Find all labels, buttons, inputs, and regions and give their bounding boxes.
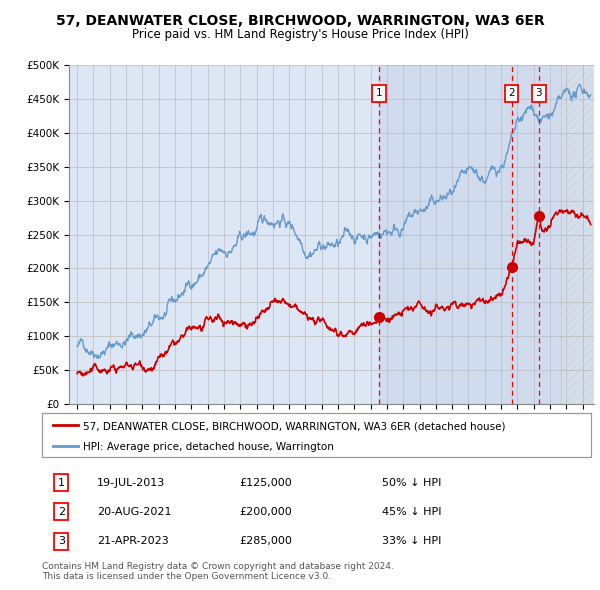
Text: 2: 2	[58, 507, 65, 517]
Text: HPI: Average price, detached house, Warrington: HPI: Average price, detached house, Warr…	[83, 442, 334, 452]
Text: Contains HM Land Registry data © Crown copyright and database right 2024.
This d: Contains HM Land Registry data © Crown c…	[42, 562, 394, 581]
Text: £285,000: £285,000	[239, 536, 293, 546]
Text: 21-APR-2023: 21-APR-2023	[97, 536, 169, 546]
Text: 50% ↓ HPI: 50% ↓ HPI	[382, 477, 442, 487]
Text: 2: 2	[508, 88, 515, 99]
Bar	[379, 65, 562, 404]
Text: 20-AUG-2021: 20-AUG-2021	[97, 507, 172, 517]
Text: 3: 3	[58, 536, 65, 546]
Text: £200,000: £200,000	[239, 507, 292, 517]
Text: 3: 3	[535, 88, 542, 99]
Text: 45% ↓ HPI: 45% ↓ HPI	[382, 507, 442, 517]
Text: 57, DEANWATER CLOSE, BIRCHWOOD, WARRINGTON, WA3 6ER (detached house): 57, DEANWATER CLOSE, BIRCHWOOD, WARRINGT…	[83, 421, 506, 431]
Text: 1: 1	[58, 477, 65, 487]
Text: 19-JUL-2013: 19-JUL-2013	[97, 477, 165, 487]
Text: 33% ↓ HPI: 33% ↓ HPI	[382, 536, 442, 546]
Text: Price paid vs. HM Land Registry's House Price Index (HPI): Price paid vs. HM Land Registry's House …	[131, 28, 469, 41]
Bar	[562, 65, 600, 404]
Bar	[562, 65, 600, 404]
Text: 1: 1	[376, 88, 383, 99]
Text: 57, DEANWATER CLOSE, BIRCHWOOD, WARRINGTON, WA3 6ER: 57, DEANWATER CLOSE, BIRCHWOOD, WARRINGT…	[56, 14, 544, 28]
Text: £125,000: £125,000	[239, 477, 292, 487]
